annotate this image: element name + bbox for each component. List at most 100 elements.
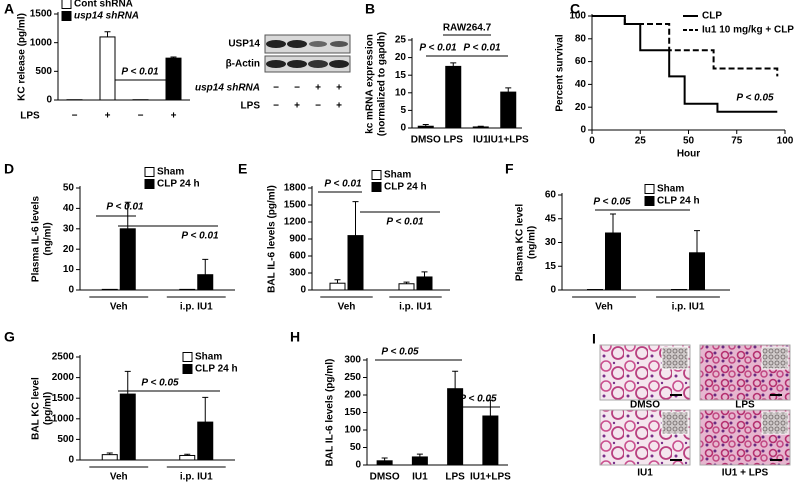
- blot-sign: +: [336, 83, 342, 94]
- legend-label: Sham: [657, 184, 684, 195]
- panel-letter: B: [365, 1, 375, 17]
- error-bar: [452, 370, 459, 389]
- annotation: P < 0.01: [324, 179, 362, 190]
- y-tick-label: 500: [57, 434, 74, 445]
- x-tick-label: DMSO: [411, 135, 441, 146]
- x-tick-label: IU1: [473, 135, 489, 146]
- error-bar: [334, 279, 341, 284]
- error-bar: [694, 230, 700, 253]
- x-tick-label: 0: [589, 136, 595, 147]
- y-axis-label: Percent survival: [555, 34, 566, 111]
- y-tick-label: 0: [400, 123, 406, 134]
- bar: [605, 232, 621, 291]
- blot-sign: −: [294, 83, 300, 94]
- blot-condition-label: LPS: [241, 101, 261, 112]
- y-tick-label: 30: [545, 237, 557, 248]
- bar: [482, 415, 499, 466]
- error-bar: [124, 370, 131, 395]
- x-tick-label: Veh: [595, 302, 613, 313]
- blot-condition-label: usp14 shRNA: [195, 83, 260, 94]
- bar: [416, 276, 433, 291]
- y-tick-label: 20: [63, 244, 75, 255]
- bar: [197, 421, 214, 461]
- bar: [119, 228, 136, 291]
- legend-swatch: [182, 352, 193, 362]
- y-axis-label: BAL IL-6 levels (pg/ml): [267, 185, 278, 293]
- y-tick-label: 200: [344, 390, 361, 401]
- y-axis-label: (pg/ml): [43, 392, 54, 425]
- panel-letter: C: [570, 1, 580, 17]
- error-bar: [170, 56, 177, 59]
- chart-title: RAW264.7: [443, 23, 492, 34]
- panel-letter: D: [4, 161, 14, 177]
- legend-swatch: [144, 167, 155, 177]
- y-tick-label: 20: [395, 52, 407, 63]
- error-bar: [450, 62, 457, 67]
- y-axis-label: BAL IL-6 levels (pg/ml): [325, 359, 336, 467]
- bar: [179, 288, 196, 291]
- y-axis-label: (ng/ml): [527, 226, 538, 259]
- bar: [101, 288, 118, 291]
- y-tick-label: 20: [575, 102, 587, 113]
- y-tick-label: 1000: [30, 37, 53, 48]
- blot-sign: +: [294, 101, 300, 112]
- bar: [347, 235, 364, 291]
- y-tick-label: 60: [545, 190, 557, 201]
- y-tick-label: 1500: [52, 393, 75, 404]
- error-bar: [106, 452, 113, 455]
- image-label: IU1: [637, 468, 653, 479]
- y-axis-label: (normalized to gapdh): [377, 32, 388, 136]
- x-tick-label: LPS: [444, 135, 464, 146]
- error-bar: [403, 281, 410, 284]
- annotation: P < 0.05: [593, 197, 631, 208]
- y-tick-label: 1200: [284, 217, 307, 228]
- y-axis-label: Plasma KC level: [515, 204, 526, 281]
- legend-swatch: [644, 196, 655, 206]
- y-tick-label: 2000: [52, 372, 75, 383]
- y-tick-label: 45: [545, 213, 557, 224]
- blot-sign: −: [315, 101, 321, 112]
- error-bar: [124, 201, 131, 229]
- legend-swatch: [371, 182, 382, 192]
- y-tick-label: 0: [46, 95, 52, 106]
- x-tick-label: IU1+LPS: [488, 135, 529, 146]
- panel-letter: E: [238, 161, 247, 177]
- y-tick-label: 0: [68, 455, 74, 466]
- error-bar: [381, 457, 388, 461]
- bar: [179, 454, 196, 461]
- x-tick-label: DMSO: [370, 472, 400, 483]
- error-bar: [184, 453, 191, 456]
- error-bar: [352, 201, 359, 236]
- legend-label: Iu1 10 mg/kg + CLP: [702, 25, 794, 36]
- blot-sign: −: [273, 83, 279, 94]
- x-tick-label: 100: [777, 136, 794, 147]
- annotation: P < 0.05: [736, 93, 774, 104]
- blot-sign: −: [273, 101, 279, 112]
- blot-row-label: β-Actin: [226, 59, 260, 70]
- error-bar: [104, 31, 111, 37]
- y-tick-label: 50: [350, 442, 362, 453]
- annotation: P < 0.05: [459, 394, 497, 405]
- error-bar: [487, 399, 494, 416]
- y-tick-label: 40: [575, 79, 587, 90]
- annotation: P < 0.01: [181, 231, 219, 242]
- panel-letter: G: [4, 329, 15, 345]
- y-tick-label: 900: [289, 234, 306, 245]
- bar: [398, 283, 415, 291]
- y-tick-label: 300: [289, 268, 306, 279]
- blot-row-label: USP14: [228, 39, 260, 50]
- bar: [165, 57, 182, 101]
- bar: [119, 393, 136, 461]
- legend-label: CLP: [702, 11, 722, 22]
- x-tick-label: LPS: [445, 472, 465, 483]
- blot-sign: +: [315, 83, 321, 94]
- y-tick-label: 100: [344, 425, 361, 436]
- x-tick-label: IU1+LPS: [470, 472, 511, 483]
- bar: [376, 460, 393, 466]
- y-tick-label: 0: [300, 285, 306, 296]
- y-tick-label: 15: [395, 70, 407, 81]
- legend-swatch: [61, 0, 72, 9]
- y-tick-label: 50: [63, 183, 75, 194]
- x-tick-label: Veh: [110, 302, 128, 313]
- panel-letter: H: [290, 329, 300, 345]
